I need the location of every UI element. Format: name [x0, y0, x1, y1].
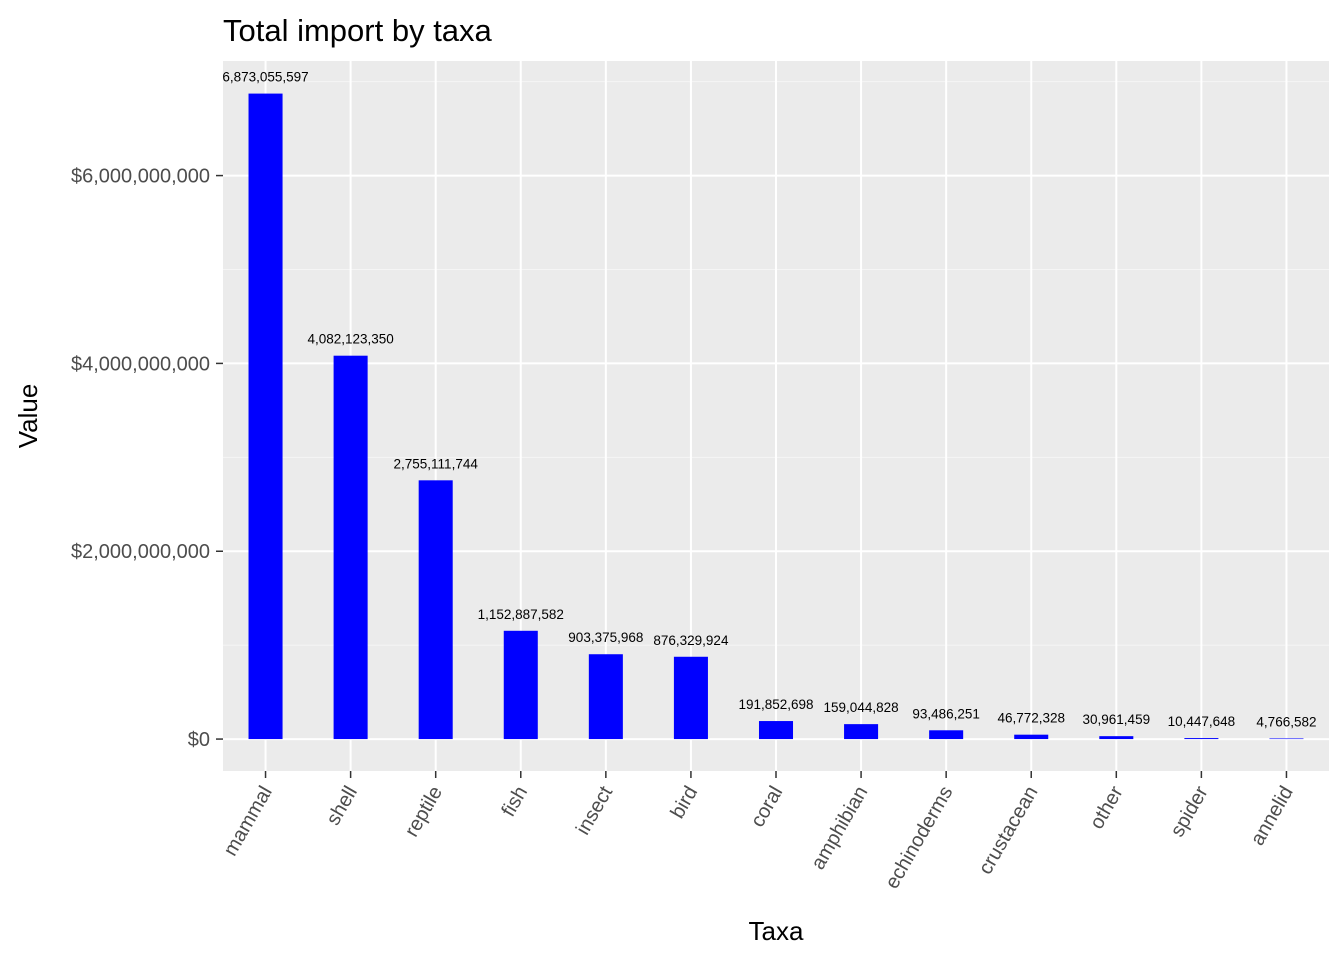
data-label-mammal: 6,873,055,597	[222, 70, 308, 85]
x-tick-label-coral: coral	[747, 783, 788, 832]
x-tick-label-annelid: annelid	[1246, 783, 1297, 850]
data-label-amphibian: 159,044,828	[824, 700, 899, 715]
bar-bird	[673, 656, 708, 740]
x-tick-label-reptile: reptile	[401, 783, 447, 841]
bar-spider	[1184, 738, 1219, 740]
x-tick-label-other: other	[1086, 782, 1128, 833]
bar-annelid	[1269, 738, 1304, 740]
x-tick-label-fish: fish	[497, 783, 532, 821]
y-tick-label: $6,000,000,000	[71, 166, 210, 188]
bar-echinoderms	[929, 730, 964, 740]
bars	[248, 93, 1304, 740]
bar-amphibian	[844, 724, 879, 740]
bar-insect	[588, 654, 623, 740]
y-axis: $0 $2,000,000,000 $4,000,000,000 $6,000,000…	[71, 166, 223, 751]
bar-shell	[333, 355, 368, 740]
data-label-shell: 4,082,123,350	[307, 332, 393, 347]
bar-other	[1099, 736, 1134, 740]
x-tick-label-insect: insect	[572, 782, 617, 839]
chart-title: Total import by taxa	[223, 13, 493, 48]
data-label-echinoderms: 93,486,251	[912, 706, 980, 721]
x-tick-label-shell: shell	[322, 783, 362, 830]
data-label-bird: 876,329,924	[653, 633, 729, 648]
x-tick-label-bird: bird	[667, 783, 703, 823]
data-label-fish: 1,152,887,582	[478, 607, 564, 622]
data-label-spider: 10,447,648	[1168, 714, 1236, 729]
x-tick-label-mammal: mammal	[219, 783, 276, 860]
x-axis-title: Taxa	[749, 916, 804, 946]
bar-crustacean	[1014, 734, 1049, 740]
data-label-insect: 903,375,968	[568, 630, 643, 645]
x-tick-label-spider: spider	[1166, 782, 1212, 840]
x-tick-label-crustacean: crustacean	[975, 783, 1043, 879]
data-label-reptile: 2,755,111,744	[394, 456, 479, 471]
data-label-other: 30,961,459	[1083, 712, 1151, 727]
y-tick-label: $0	[188, 729, 210, 751]
y-axis-title: Value	[13, 384, 43, 449]
data-labels: 6,873,055,597 4,082,123,350 2,755,111,744 1…	[222, 70, 1316, 730]
bar-fish	[503, 630, 538, 740]
x-tick-label-amphibian: amphibian	[807, 783, 872, 874]
bar-mammal	[248, 93, 283, 740]
x-axis: mammal shell reptile fish insect bird coral amp…	[219, 771, 1298, 893]
x-tick-label-echinoderms: echinoderms	[881, 782, 957, 892]
y-tick-label: $4,000,000,000	[71, 353, 210, 375]
bar-coral	[758, 721, 794, 740]
y-tick-label: $2,000,000,000	[71, 541, 210, 563]
data-label-coral: 191,852,698	[738, 697, 813, 712]
bar-reptile	[418, 480, 453, 740]
data-label-crustacean: 46,772,328	[997, 711, 1065, 726]
data-label-annelid: 4,766,582	[1256, 715, 1316, 730]
